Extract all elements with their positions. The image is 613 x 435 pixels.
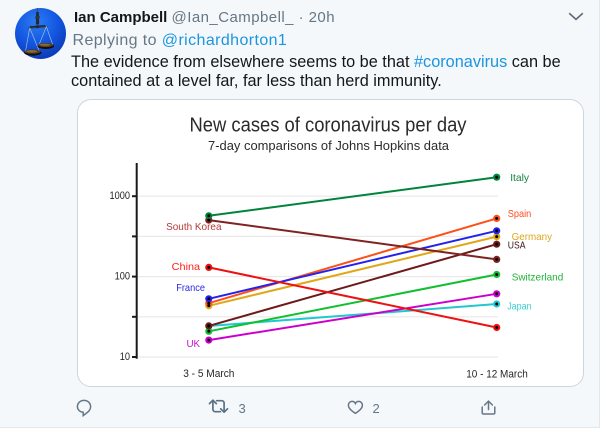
svg-text:3 - 5 March: 3 - 5 March <box>183 368 234 380</box>
svg-text:USA: USA <box>508 240 526 252</box>
svg-text:New cases of coronavirus per d: New cases of coronavirus per day <box>190 115 467 137</box>
svg-text:10: 10 <box>120 351 130 363</box>
svg-text:7-day comparisons of Johns Hop: 7-day comparisons of Johns Hopkins data <box>208 138 450 153</box>
svg-text:Italy: Italy <box>510 172 530 184</box>
svg-text:France: France <box>176 282 205 294</box>
svg-text:UK: UK <box>186 338 200 350</box>
svg-text:Germany: Germany <box>512 231 553 243</box>
svg-text:Switzerland: Switzerland <box>512 272 564 284</box>
svg-text:Japan: Japan <box>507 301 532 313</box>
svg-text:1000: 1000 <box>110 190 131 202</box>
svg-text:South Korea: South Korea <box>166 221 222 233</box>
svg-text:Spain: Spain <box>508 208 532 220</box>
svg-text:100: 100 <box>115 271 130 283</box>
svg-text:China: China <box>172 261 201 273</box>
svg-text:10 - 12 March: 10 - 12 March <box>466 369 528 381</box>
